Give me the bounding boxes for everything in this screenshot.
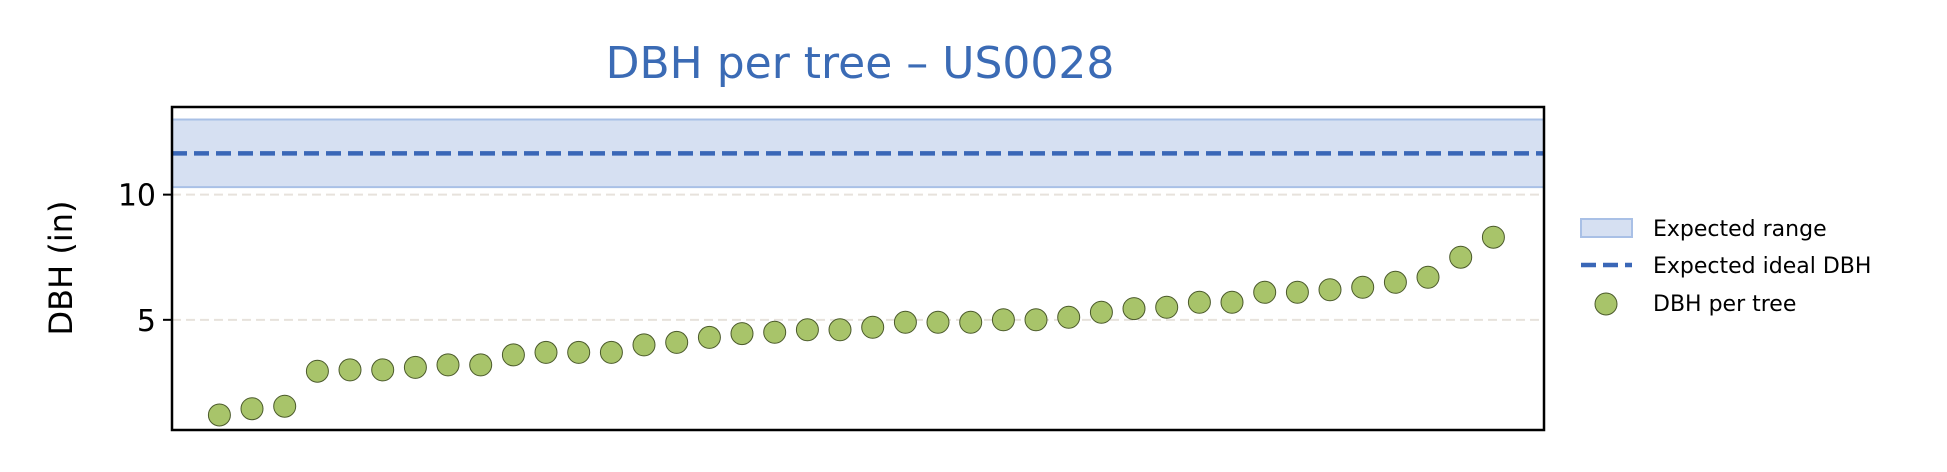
data-point xyxy=(1220,290,1244,314)
plot-frame xyxy=(170,105,1546,432)
data-point xyxy=(501,343,525,367)
chart-title: DBH per tree – US0028 xyxy=(606,38,1115,89)
data-point xyxy=(763,320,787,344)
data-point xyxy=(1253,280,1277,304)
legend-swatch-expected-range xyxy=(1580,218,1633,238)
legend-label-expected-ideal: Expected ideal DBH xyxy=(1653,254,1871,279)
y-axis-ticks: 5 10 xyxy=(118,179,172,339)
data-point xyxy=(240,397,264,421)
data-point xyxy=(828,318,852,342)
data-point xyxy=(1057,305,1081,329)
data-point xyxy=(436,353,460,377)
data-point xyxy=(534,340,558,364)
y-tick-label: 10 xyxy=(118,179,156,214)
data-point xyxy=(403,355,427,379)
data-point xyxy=(1285,280,1309,304)
data-point xyxy=(991,308,1015,332)
data-point xyxy=(697,325,721,349)
data-point xyxy=(795,318,819,342)
data-point xyxy=(599,340,623,364)
data-point xyxy=(959,310,983,334)
data-point xyxy=(1155,295,1179,319)
data-point xyxy=(1449,245,1473,269)
data-point xyxy=(1351,275,1375,299)
legend-label-expected-range: Expected range xyxy=(1653,217,1827,242)
data-point xyxy=(1089,300,1113,324)
y-axis-label: DBH (in) xyxy=(42,201,80,336)
data-point xyxy=(730,322,754,346)
data-point xyxy=(371,358,395,382)
data-point xyxy=(861,315,885,339)
data-point xyxy=(1481,225,1505,249)
legend-swatch-dbh-per-tree xyxy=(1594,292,1618,316)
plot-area xyxy=(170,105,1546,432)
data-point xyxy=(926,310,950,334)
grid-lines xyxy=(172,193,1544,321)
data-point xyxy=(1187,290,1211,314)
data-point xyxy=(305,359,329,383)
data-point xyxy=(469,353,493,377)
data-point xyxy=(207,403,231,427)
data-point xyxy=(338,358,362,382)
data-point xyxy=(893,310,917,334)
data-point xyxy=(1122,297,1146,321)
data-point xyxy=(1383,270,1407,294)
legend: Expected range Expected ideal DBH DBH pe… xyxy=(1580,217,1871,317)
y-tick-label: 5 xyxy=(137,304,156,339)
data-point xyxy=(567,340,591,364)
data-point xyxy=(1318,278,1342,302)
data-point xyxy=(273,394,297,418)
data-point xyxy=(632,333,656,357)
data-point xyxy=(1416,265,1440,289)
legend-label-dbh-per-tree: DBH per tree xyxy=(1653,292,1796,317)
data-point xyxy=(665,330,689,354)
data-point xyxy=(1024,308,1048,332)
points-layer xyxy=(207,225,1505,427)
